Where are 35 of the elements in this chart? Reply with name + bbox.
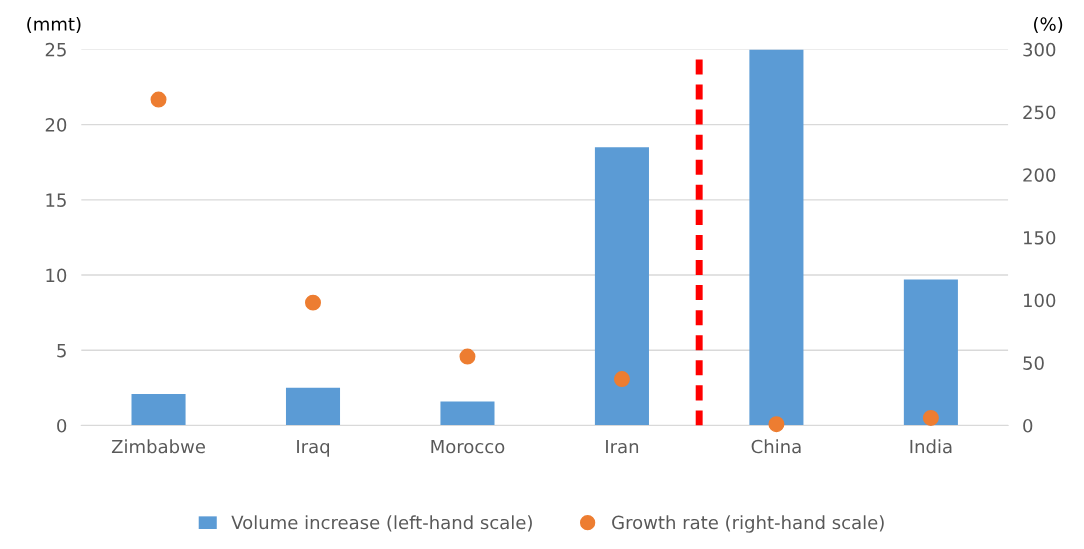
- x-tick-label: Zimbabwe: [111, 439, 205, 454]
- y-axis-title: (mmt): [27, 16, 81, 33]
- y-tick-label: 25: [45, 42, 66, 57]
- bar: [131, 393, 186, 426]
- point: [150, 91, 167, 108]
- x-tick-label: Morocco: [431, 439, 505, 454]
- y2-tick-label: 150: [1023, 230, 1056, 245]
- y2-axis-title: (%): [1034, 16, 1063, 33]
- x-tick-label: China: [751, 439, 801, 454]
- bar: [749, 49, 804, 426]
- bar: [285, 387, 341, 426]
- x-tick-label: Iran: [606, 439, 639, 454]
- y2-tick-label: 250: [1023, 105, 1056, 120]
- y2-tick-label: 300: [1023, 42, 1056, 57]
- x-tick-label: Iraq: [297, 439, 329, 457]
- point: [922, 409, 939, 426]
- y-tick-label: 20: [45, 118, 67, 132]
- point: [305, 294, 321, 311]
- y2-tick-label: 200: [1023, 168, 1056, 182]
- y2-tick-label: 100: [1023, 293, 1056, 308]
- y2-tick-label: 50: [1023, 356, 1044, 370]
- y-tick-label: 0: [57, 418, 67, 433]
- legend-label: Growth rate (right-hand scale): [612, 515, 884, 533]
- point: [613, 371, 630, 388]
- point: [768, 416, 785, 433]
- y-tick-label: 10: [46, 268, 67, 283]
- bar: [903, 279, 958, 426]
- y2-tick-label: 0: [1023, 418, 1033, 433]
- bar: [440, 401, 495, 426]
- legend-label: Volume increase (left-hand scale): [231, 515, 532, 532]
- y-tick-label: 5: [57, 343, 66, 358]
- y-tick-label: 15: [46, 193, 66, 207]
- x-tick-label: India: [910, 439, 952, 454]
- point: [459, 348, 476, 365]
- bar: [594, 147, 649, 426]
